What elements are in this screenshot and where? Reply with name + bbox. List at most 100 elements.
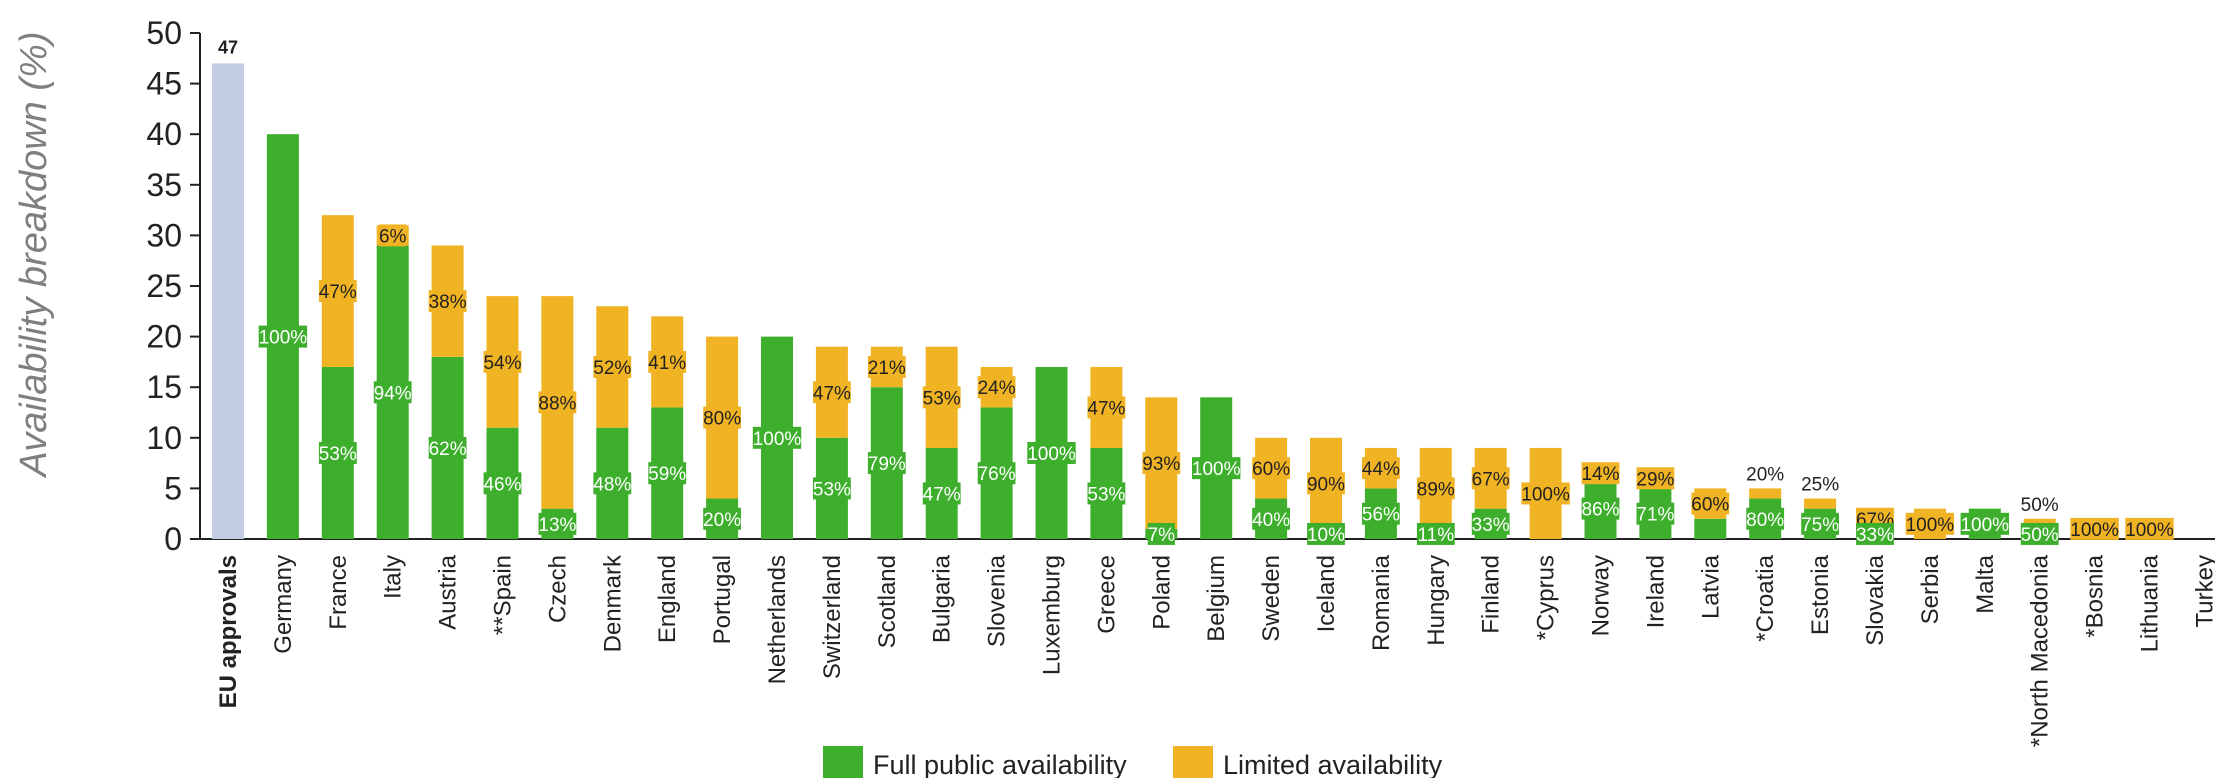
y-tick-label: 15 bbox=[146, 369, 182, 405]
data-label: 100% bbox=[1960, 515, 2009, 536]
data-label: 53% bbox=[813, 479, 851, 500]
data-label: 56% bbox=[1362, 505, 1400, 526]
x-tick-label: Czech bbox=[544, 555, 571, 623]
data-label: 93% bbox=[1142, 454, 1180, 475]
x-tick-label: Lithuania bbox=[2137, 554, 2164, 652]
data-label: 40% bbox=[1252, 510, 1290, 531]
legend-label-limited: Limited availability bbox=[1223, 750, 1443, 778]
data-label-bg bbox=[703, 507, 741, 530]
x-tick-label: Norway bbox=[1588, 555, 1615, 636]
data-label-bg bbox=[538, 391, 577, 414]
x-tick-label: Germany bbox=[270, 555, 297, 654]
x-tick-label: Hungary bbox=[1423, 555, 1450, 646]
data-label: 100% bbox=[2125, 520, 2174, 541]
data-label-bg bbox=[538, 512, 577, 535]
data-label-bg bbox=[1960, 512, 2009, 535]
legend: Full public availability Limited availab… bbox=[823, 746, 1443, 778]
data-label: 79% bbox=[868, 454, 906, 475]
data-label: 80% bbox=[703, 409, 741, 430]
data-label: 100% bbox=[1906, 515, 1955, 536]
data-label: 47% bbox=[923, 484, 961, 505]
x-tick-label: Serbia bbox=[1917, 554, 1944, 624]
data-label-bg bbox=[428, 436, 467, 459]
data-label-bg bbox=[977, 462, 1016, 485]
data-label: 53% bbox=[319, 444, 357, 465]
data-label: 33% bbox=[1856, 525, 1894, 546]
legend-swatch-limited bbox=[1173, 746, 1213, 778]
x-tick-label: Malta bbox=[1972, 554, 1999, 613]
data-label-bg bbox=[1801, 512, 1839, 535]
data-label-bg bbox=[648, 350, 687, 373]
x-tick-labels: EU approvals Germany France Italy Austria **S… bbox=[215, 554, 2215, 747]
data-label: 24% bbox=[978, 378, 1016, 399]
data-label-bg bbox=[1521, 482, 1570, 505]
data-label-bg bbox=[1581, 462, 1620, 485]
data-label: 75% bbox=[1801, 515, 1839, 536]
x-tick-label: **Spain bbox=[490, 555, 517, 635]
y-tick-label: 25 bbox=[146, 268, 182, 304]
data-label: 47 bbox=[218, 37, 238, 57]
x-tick-label: Estonia bbox=[1807, 554, 1834, 635]
x-tick-label: *Croatia bbox=[1752, 554, 1779, 641]
x-tick-label: Austria bbox=[435, 554, 462, 629]
data-label: 50% bbox=[2021, 525, 2059, 546]
data-label: 100% bbox=[1521, 484, 1570, 505]
data-label-bg bbox=[379, 224, 407, 247]
y-axis-label: Availability breakdown (%) bbox=[13, 32, 55, 479]
x-tick-label: France bbox=[325, 555, 352, 630]
data-label: 60% bbox=[1691, 495, 1729, 516]
data-label: 13% bbox=[538, 515, 576, 536]
y-tick-label: 45 bbox=[146, 66, 182, 102]
data-label: 38% bbox=[429, 292, 467, 313]
y-ticks: 0 5 10 15 20 25 30 35 40 45 50 bbox=[146, 15, 2215, 557]
data-label-bg bbox=[1636, 467, 1675, 490]
data-label-bg bbox=[703, 406, 741, 429]
x-tick-label: Finland bbox=[1478, 555, 1505, 634]
data-label-bg bbox=[593, 472, 632, 495]
y-axis-title: Availability breakdown (%) bbox=[13, 32, 55, 479]
data-label: 14% bbox=[1581, 464, 1619, 485]
x-tick-label: Netherlands bbox=[764, 555, 791, 684]
x-tick-label: Romania bbox=[1368, 554, 1395, 651]
data-label: 7% bbox=[1148, 525, 1176, 546]
x-tick-label: Slovenia bbox=[984, 554, 1011, 647]
x-tick-label: Turkey bbox=[2191, 555, 2215, 627]
data-label-bg bbox=[483, 350, 522, 373]
x-tick-label: Belgium bbox=[1203, 555, 1230, 642]
data-label-bg bbox=[593, 355, 632, 378]
bars: 47 100% 47% 53% 6% 94% 38% 62% 54% 46% 88% 13% 52% 48… bbox=[212, 37, 2174, 546]
data-label-bg bbox=[752, 426, 802, 449]
data-label-bg bbox=[813, 477, 851, 500]
x-tick-label: Bulgaria bbox=[929, 554, 956, 643]
data-label: 44% bbox=[1362, 459, 1400, 480]
data-label: 52% bbox=[593, 358, 631, 379]
data-label: 100% bbox=[1192, 459, 1241, 480]
data-label-bg bbox=[922, 386, 961, 409]
data-label-bg bbox=[1252, 457, 1290, 480]
data-label: 94% bbox=[374, 383, 412, 404]
data-label: 88% bbox=[538, 393, 576, 414]
data-label: 29% bbox=[1636, 469, 1674, 490]
x-tick-label: Portugal bbox=[709, 555, 736, 644]
data-label: 48% bbox=[593, 474, 631, 495]
data-label-bg bbox=[1147, 522, 1175, 545]
data-label-bg bbox=[648, 462, 687, 485]
data-label-bg bbox=[1252, 507, 1290, 530]
y-tick-label: 50 bbox=[146, 15, 182, 51]
legend-swatch-full bbox=[823, 746, 863, 778]
y-tick-label: 30 bbox=[146, 217, 182, 253]
data-label-bg bbox=[373, 381, 412, 404]
data-label-bg bbox=[1192, 457, 1241, 480]
data-label: 90% bbox=[1307, 474, 1345, 495]
data-label-bg bbox=[867, 452, 906, 475]
x-tick-label: Greece bbox=[1093, 555, 1120, 634]
data-label: 100% bbox=[1027, 444, 1076, 465]
data-label: 25% bbox=[1801, 475, 1839, 496]
data-label-bg bbox=[1856, 522, 1894, 545]
data-label: 60% bbox=[1252, 459, 1290, 480]
data-label-bg bbox=[2125, 517, 2174, 540]
x-tick-label: *North Macedonia bbox=[2027, 554, 2054, 747]
data-label: 41% bbox=[648, 353, 686, 374]
bar-full bbox=[1694, 518, 1727, 539]
data-label-bg bbox=[258, 325, 308, 348]
